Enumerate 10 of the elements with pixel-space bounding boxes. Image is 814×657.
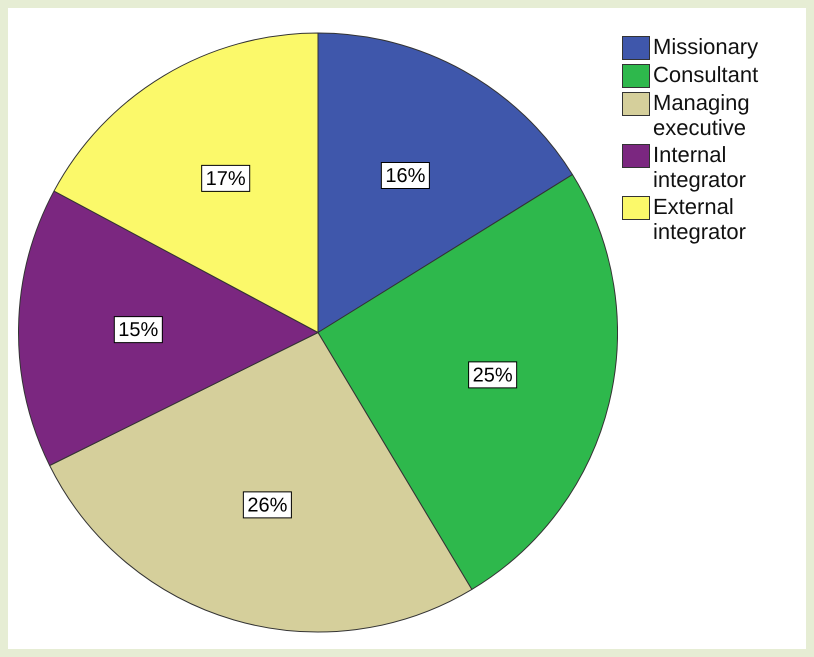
- legend-label: Consultant: [653, 62, 760, 87]
- legend-label: Internal integrator: [653, 142, 747, 192]
- data-label: 16%: [385, 164, 426, 187]
- data-label: 17%: [206, 168, 246, 190]
- data-label: 25%: [472, 364, 513, 386]
- data-label: 26%: [247, 494, 288, 516]
- legend-label: External integrator: [653, 194, 747, 244]
- data-label: 15%: [118, 319, 159, 342]
- legend-label: Missionary: [653, 34, 760, 59]
- legend-label: Managing executive: [653, 90, 751, 140]
